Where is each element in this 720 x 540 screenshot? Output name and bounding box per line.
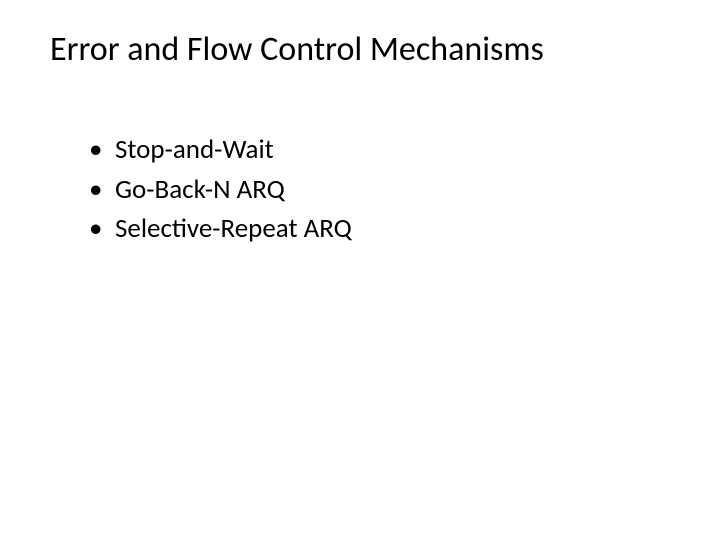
slide-title: Error and Flow Control Mechanisms <box>50 30 670 71</box>
bullet-list: Stop-and-Wait Go-Back-N ARQ Selective-Re… <box>50 131 670 248</box>
slide-container: Error and Flow Control Mechanisms Stop-a… <box>0 0 720 540</box>
bullet-item: Selective-Repeat ARQ <box>115 210 670 248</box>
bullet-item: Stop-and-Wait <box>115 131 670 169</box>
bullet-item: Go-Back-N ARQ <box>115 171 670 209</box>
